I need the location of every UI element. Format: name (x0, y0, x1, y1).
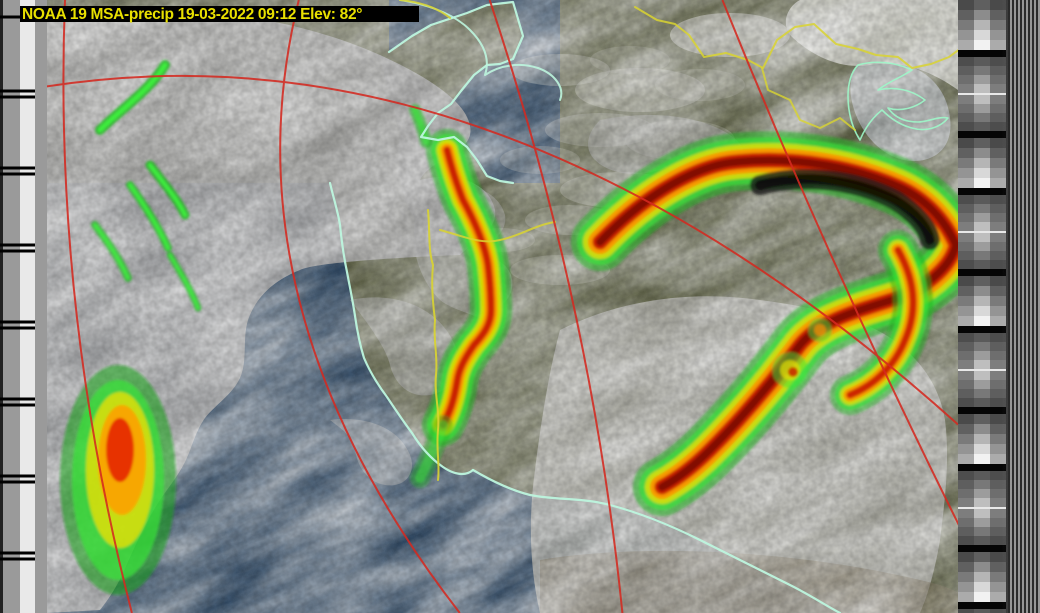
svg-text:NOAA 19 MSA-precip 19-03-2022: NOAA 19 MSA-precip 19-03-2022 09:12 Elev… (22, 6, 362, 23)
